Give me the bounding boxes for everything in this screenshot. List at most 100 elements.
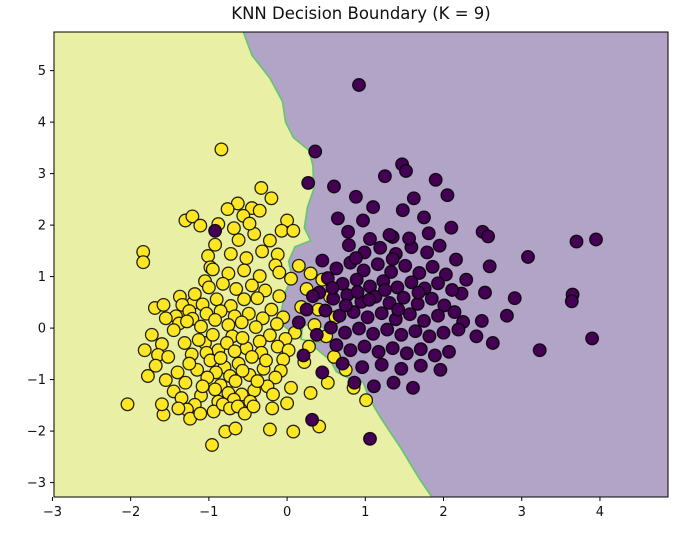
scatter-point-class1 [377,169,392,184]
scatter-point-class1 [436,325,451,340]
y-tick-label: 1 [38,270,46,285]
scatter-point-class1 [474,313,489,328]
x-tick-label: 1 [361,505,369,520]
scatter-point-class1 [395,203,410,218]
scatter-point-class0 [272,289,287,304]
scatter-point-class1 [291,315,306,330]
scatter-point-class0 [140,369,155,383]
scatter-point-class0 [250,374,265,389]
scatter-point-class1 [444,220,459,235]
scatter-point-class1 [421,226,436,241]
scatter-point-class1 [296,348,311,363]
y-tick-label: 4 [38,116,46,131]
scatter-point-class1 [370,257,385,272]
scatter-point-class0 [137,343,152,358]
scatter-point-class1 [355,360,370,375]
scatter-point-class0 [264,302,279,317]
scatter-point-class1 [451,322,466,337]
scatter-point-class0 [274,223,289,238]
scatter-point-class1 [356,263,371,278]
scatter-point-class0 [215,276,230,291]
scatter-point-class1 [442,344,456,359]
scatter-point-class1 [404,275,419,290]
scatter-point-class0 [171,401,186,416]
scatter-point-class0 [272,265,287,280]
scatter-point-class0 [246,399,261,414]
scatter-point-class1 [424,291,439,306]
scatter-point-class1 [447,305,462,320]
scatter-point-class0 [205,438,219,452]
scatter-point-class1 [374,306,389,321]
scatter-point-class1 [357,339,372,354]
scatter-point-class1 [366,379,381,394]
x-tick-label: 0 [283,505,291,520]
scatter-point-class1 [431,276,445,291]
scatter-point-class0 [156,297,171,312]
scatter-point-class1 [347,375,362,390]
scatter-point-class0 [158,311,173,326]
scatter-point-class1 [507,291,522,306]
scatter-point-class0 [209,292,224,307]
scatter-point-class1 [315,253,330,268]
scatter-point-class1 [521,250,535,264]
scatter-point-class1 [380,322,395,337]
scatter-point-class0 [228,374,243,389]
scatter-point-class1 [371,344,386,359]
y-tick-label: −3 [27,476,46,491]
scatter-point-class0 [266,387,280,402]
scatter-point-class0 [144,327,159,342]
scatter-point-class1 [323,320,338,335]
scatter-point-class1 [341,224,356,239]
scatter-point-class0 [182,356,197,371]
scatter-point-class0 [262,328,277,343]
scatter-point-class0 [187,287,202,302]
y-tick-label: 2 [38,219,46,234]
scatter-point-class0 [195,379,210,394]
scatter-point-class1 [325,280,340,295]
scatter-points [120,78,603,452]
plot-spines [53,31,669,498]
scatter-point-class0 [303,266,318,281]
scatter-point-class0 [268,370,283,385]
scatter-point-class1 [335,356,350,371]
scatter-point-class0 [276,352,291,367]
x-tick-label: 2 [439,505,447,520]
scatter-point-class1 [385,252,400,267]
scatter-point-class1 [329,338,344,353]
scatter-point-class1 [374,357,389,372]
scatter-point-class0 [265,401,280,416]
scatter-point-class1 [427,348,442,363]
scatter-point-class0 [286,223,301,238]
scatter-point-class1 [308,144,323,159]
scatter-point-class0 [178,375,193,390]
y-tick-label: −1 [27,373,46,388]
scatter-point-class1 [338,298,353,313]
scatter-point-class1 [499,308,514,323]
scatter-point-class0 [185,209,200,224]
scatter-point-class1 [394,327,409,342]
scatter-point-class1 [422,329,437,344]
scatter-point-class0 [226,221,241,236]
scatter-point-class1 [318,303,333,318]
scatter-point-class0 [229,282,244,296]
x-tick-label: −1 [199,505,218,520]
scatter-point-class1 [332,308,347,323]
scatter-point-class1 [440,188,455,203]
scatter-point-class1 [417,210,431,225]
scatter-point-class0 [148,358,163,373]
scatter-point-class1 [406,380,420,395]
scatter-point-class1 [399,164,413,178]
scatter-point-class1 [349,272,364,287]
scatter-point-class1 [348,251,363,266]
scatter-point-class0 [177,336,192,350]
scatter-point-class1 [366,200,381,215]
scatter-point-class0 [220,202,235,217]
scatter-point-class0 [264,191,279,206]
scatter-point-class1 [406,191,421,206]
scatter-point-class1 [305,289,320,304]
scatter-point-class1 [438,267,453,282]
scatter-point-class0 [262,422,277,437]
y-tick-label: −2 [27,425,46,440]
scatter-point-class1 [485,336,500,350]
